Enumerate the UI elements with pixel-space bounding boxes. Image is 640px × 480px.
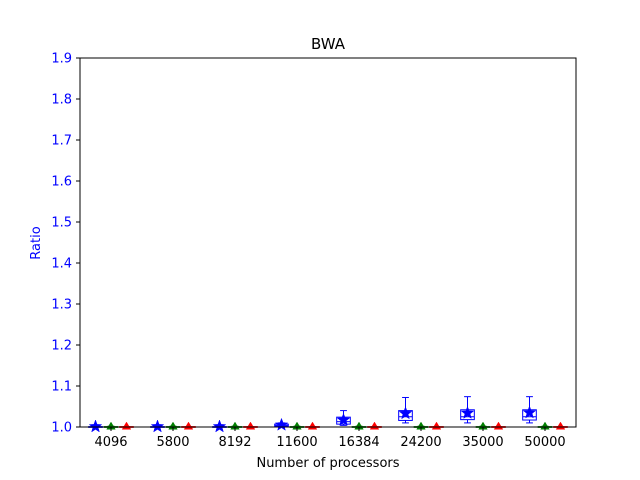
x-tick-label: 11600 bbox=[276, 435, 317, 450]
mean-marker bbox=[460, 405, 475, 419]
mean-marker bbox=[336, 412, 351, 426]
x-tick-label: 35000 bbox=[462, 435, 503, 450]
y-tick-label: 1.2 bbox=[51, 339, 72, 354]
x-tick-label: 16384 bbox=[338, 435, 379, 450]
x-tick-label: 4096 bbox=[94, 435, 127, 450]
mean-marker bbox=[150, 419, 165, 433]
x-tick-label: 5800 bbox=[156, 435, 189, 450]
plot-frame bbox=[79, 57, 577, 428]
x-tick-label: 50000 bbox=[524, 435, 565, 450]
mean-marker bbox=[522, 405, 537, 419]
y-tick-label: 1.8 bbox=[51, 93, 72, 108]
box-plot-star-16384 bbox=[336, 410, 351, 426]
mean-marker bbox=[274, 417, 289, 431]
chart-title: BWA bbox=[311, 35, 346, 53]
x-axis-label: Number of processors bbox=[256, 456, 399, 471]
mean-marker bbox=[398, 406, 413, 420]
y-tick-label: 1.3 bbox=[51, 298, 72, 313]
x-tick-label: 8192 bbox=[218, 435, 251, 450]
mean-marker bbox=[88, 419, 103, 433]
y-axis-label: Ratio bbox=[29, 226, 44, 259]
y-tick-label: 1.4 bbox=[51, 257, 72, 272]
y-tick-label: 1.0 bbox=[51, 421, 72, 436]
y-tick-label: 1.6 bbox=[51, 175, 72, 190]
y-tick-label: 1.5 bbox=[51, 216, 72, 231]
box-plot-star-50000 bbox=[522, 396, 537, 424]
box-plot-star-24200 bbox=[398, 396, 413, 424]
y-axis: 1.0 1.1 1.2 1.3 1.4 1.5 1.6 1.7 1.8 1.9 bbox=[51, 52, 80, 436]
y-tick-label: 1.1 bbox=[51, 380, 72, 395]
x-axis: 4096 5800 8192 11600 16384 24200 35000 50000 bbox=[94, 427, 566, 450]
mean-marker bbox=[212, 419, 227, 433]
x-tick-label: 24200 bbox=[400, 435, 441, 450]
box-plot-star-35000 bbox=[460, 396, 475, 424]
y-tick-label: 1.7 bbox=[51, 134, 72, 149]
y-tick-label: 1.9 bbox=[51, 52, 72, 67]
